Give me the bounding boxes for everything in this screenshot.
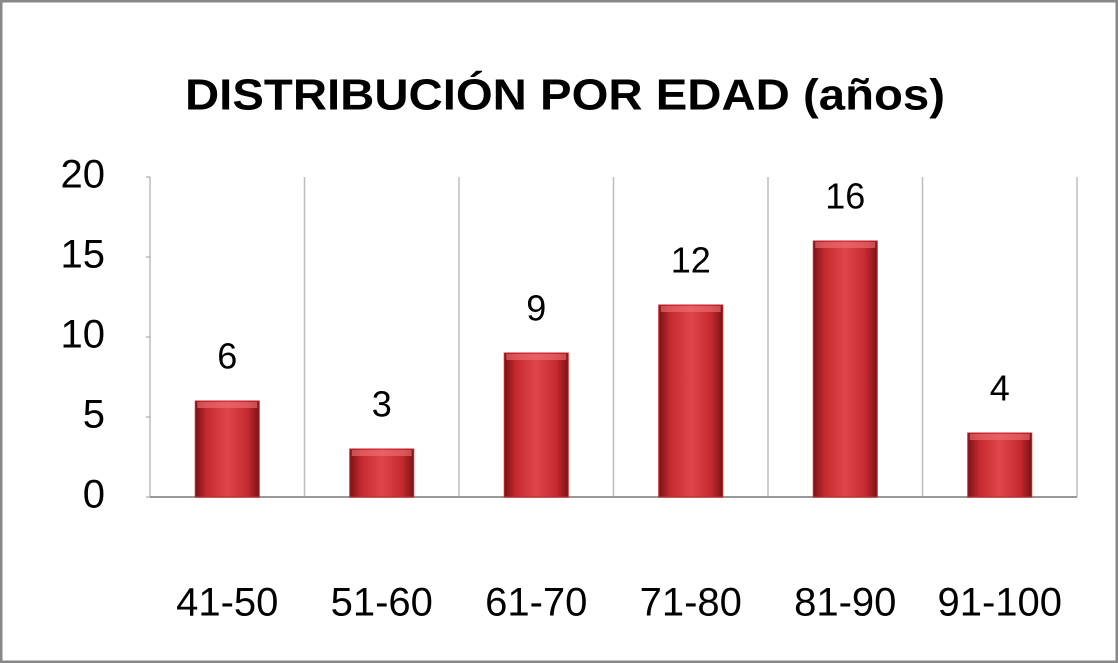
x-tick-label: 71-80 [640, 581, 742, 625]
y-tick-label: 0 [83, 473, 105, 517]
value-label: 9 [526, 288, 546, 329]
y-tick-label: 20 [61, 153, 106, 197]
bar [194, 400, 260, 498]
value-label: 3 [372, 384, 392, 425]
bar [812, 240, 878, 498]
bar-bevel [351, 450, 412, 456]
value-label: 6 [217, 336, 237, 377]
bar [349, 448, 415, 498]
bar-bevel [197, 402, 258, 408]
x-tick-label: 41-50 [176, 581, 278, 625]
x-tick-label: 51-60 [331, 581, 433, 625]
x-tick-label: 91-100 [937, 581, 1062, 625]
value-label: 4 [990, 368, 1010, 409]
value-label: 12 [671, 240, 711, 281]
y-tick-label: 5 [83, 393, 105, 437]
bar-bevel [815, 242, 876, 248]
bar-bevel [506, 354, 567, 360]
bar [503, 352, 569, 498]
y-tick-label: 10 [61, 313, 106, 357]
chart-title: DISTRIBUCIÓN POR EDAD (años) [185, 70, 945, 120]
bar [967, 432, 1033, 498]
value-label: 16 [825, 176, 865, 217]
bar-bevel [969, 434, 1030, 440]
bar [658, 304, 724, 498]
x-tick-label: 81-90 [794, 581, 896, 625]
y-tick-label: 15 [61, 233, 106, 277]
x-tick-label: 61-70 [485, 581, 587, 625]
bar-bevel [660, 306, 721, 312]
